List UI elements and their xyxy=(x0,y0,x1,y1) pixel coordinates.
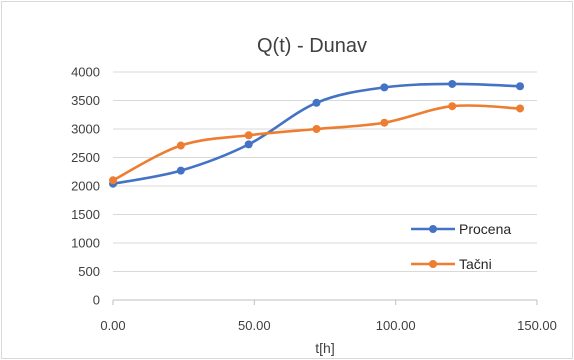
y-tick-label: 1500 xyxy=(71,207,100,222)
y-tick-label: 0 xyxy=(93,293,100,308)
legend-label: Procena xyxy=(459,221,511,237)
data-point-ta-ni xyxy=(109,176,117,185)
legend-label: Tačni xyxy=(459,256,492,272)
legend-item-ta-ni: Tačni xyxy=(411,256,492,272)
data-point-procena xyxy=(516,82,525,91)
data-point-ta-ni xyxy=(448,102,457,111)
x-tick-label: 100.00 xyxy=(376,318,416,333)
y-tick-label: 3000 xyxy=(71,122,100,137)
data-point-ta-ni xyxy=(380,118,389,127)
data-point-ta-ni xyxy=(312,125,321,133)
x-tick-label: 150.00 xyxy=(517,318,557,333)
y-tick-label: 1000 xyxy=(71,236,100,251)
legend-swatch-marker xyxy=(429,225,437,233)
data-point-ta-ni xyxy=(516,104,525,113)
data-point-ta-ni xyxy=(244,131,253,140)
x-axis-title: t[h] xyxy=(315,340,334,356)
y-tick-label: 3500 xyxy=(71,93,100,108)
legend-swatch-marker xyxy=(429,260,437,268)
y-tick-label: 4000 xyxy=(71,65,100,80)
data-point-procena xyxy=(176,166,185,175)
axes: 0 500 1000 1500 2000 2500 3000 3500 4000 0.00 50.0… xyxy=(71,65,557,334)
data-point-ta-ni xyxy=(176,141,185,150)
x-tick-label: 50.00 xyxy=(238,318,271,333)
y-tick-label: 500 xyxy=(78,264,100,279)
y-tick-label: 2500 xyxy=(71,150,100,165)
legend-item-procena: Procena xyxy=(411,221,511,237)
legend: Procena Tačni xyxy=(411,221,511,272)
chart-title: Q(t) - Dunav xyxy=(257,35,367,57)
data-point-procena xyxy=(380,83,389,92)
data-point-procena xyxy=(244,140,253,149)
data-point-procena xyxy=(312,98,321,107)
data-point-procena xyxy=(448,79,457,88)
y-tick-label: 2000 xyxy=(71,179,100,194)
series-markers xyxy=(109,79,525,188)
x-tick-label: 0.00 xyxy=(100,318,125,333)
